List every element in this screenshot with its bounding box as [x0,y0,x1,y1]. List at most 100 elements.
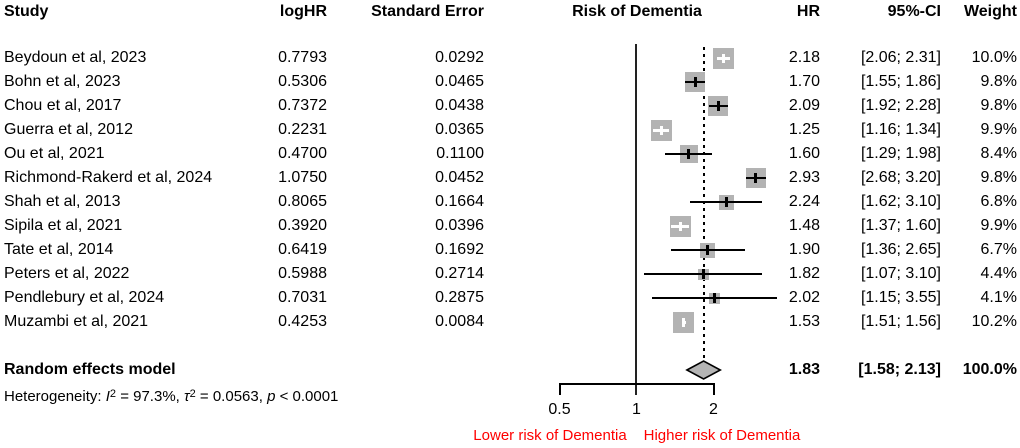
study-label: Chou et al, 2017 [4,97,122,114]
hr-value: 1.53 [788,313,820,330]
point-tick [682,317,686,327]
heterogeneity-part: = 97.3%, [116,388,184,405]
weight-value: 4.1% [980,289,1017,306]
loghr-value: 0.4253 [278,313,327,330]
loghr-value: 0.8065 [278,193,327,210]
weight-value: 9.9% [980,121,1017,138]
study-label: Ou et al, 2021 [4,145,105,162]
point-tick [693,77,697,87]
ci-value: [1.15; 3.55] [860,289,941,306]
hr-value: 2.18 [788,49,820,66]
x-axis-line [558,383,715,385]
ci-value: [1.51; 1.56] [860,313,941,330]
heterogeneity-part: τ [184,388,190,405]
hr-value: 1.90 [788,241,820,258]
se-value: 0.2875 [435,289,484,306]
study-label: Beydoun et al, 2023 [4,49,147,66]
se-value: 0.2714 [435,265,484,282]
point-tick [706,245,710,255]
summary-diamond [685,360,722,380]
study-label: Shah et al, 2013 [4,193,121,210]
hr-value: 1.48 [788,217,820,234]
ci-value: [1.07; 3.10] [860,265,941,282]
x-axis-tick-right [712,383,715,395]
hr-value: 1.60 [788,145,820,162]
weight-value: 6.7% [980,241,1017,258]
x-axis-tick-left [558,383,561,395]
study-label: Sipila et al, 2021 [4,217,123,234]
loghr-value: 0.6419 [278,241,327,258]
summary-hr-value: 1.83 [788,361,820,378]
weight-value: 4.4% [980,265,1017,282]
ci-value: [1.55; 1.86] [860,73,941,90]
point-tick [687,149,691,159]
column-header-study: Study [4,3,49,20]
heterogeneity-part: = 0.0563, [195,388,268,405]
point-tick [678,221,682,231]
ci-value: [2.06; 2.31] [860,49,941,66]
column-header-standard-error: Standard Error [371,3,484,20]
hr-value: 1.70 [788,73,820,90]
hr-value: 2.93 [788,169,820,186]
ci-value: [1.16; 1.34] [860,121,941,138]
column-header-ci: 95%-CI [887,3,941,20]
higher-risk-label: Higher risk of Dementia [643,427,801,444]
point-tick [724,197,728,207]
x-tick-label-1: 1 [632,401,641,418]
se-value: 0.0452 [435,169,484,186]
heterogeneity-part: < 0.0001 [275,388,339,405]
heterogeneity-part: I [105,388,110,405]
se-value: 0.0396 [435,217,484,234]
ci-value: [1.92; 2.28] [860,97,941,114]
study-label: Bohn et al, 2023 [4,73,121,90]
pooled-estimate-dashed-line [702,47,705,360]
lower-risk-label: Lower risk of Dementia [473,427,627,444]
heterogeneity-part: p [267,388,276,405]
study-label: Muzambi et al, 2021 [4,313,149,330]
summary-ci-value: [1.58; 2.13] [858,361,941,378]
hr-value: 1.82 [788,265,820,282]
weight-value: 9.8% [980,73,1017,90]
summary-weight-value: 100.0% [962,361,1017,378]
point-tick [701,269,705,279]
loghr-value: 0.2231 [278,121,327,138]
loghr-value: 0.5988 [278,265,327,282]
point-tick [754,173,758,183]
se-value: 0.0465 [435,73,484,90]
hr-value: 2.24 [788,193,820,210]
heterogeneity-text: Heterogeneity: I2 = 97.3%, τ2 = 0.0563, … [4,384,339,405]
hr-value: 1.25 [788,121,820,138]
ci-value: [1.36; 2.65] [860,241,941,258]
x-tick-label-05: 0.5 [548,401,571,418]
column-header-hr: HR [796,3,820,20]
plot-title: Risk of Dementia [572,3,702,20]
study-label: Peters et al, 2022 [4,265,130,282]
study-label: Richmond-Rakerd et al, 2024 [4,169,213,186]
se-value: 0.1664 [435,193,484,210]
loghr-value: 0.3920 [278,217,327,234]
column-header-loghr: logHR [279,3,327,20]
se-value: 0.0438 [435,97,484,114]
hr-value: 2.02 [788,289,820,306]
loghr-value: 0.7793 [278,49,327,66]
se-value: 0.0365 [435,121,484,138]
heterogeneity-part: Heterogeneity: [4,388,106,405]
point-tick [721,53,725,63]
weight-value: 10.2% [971,313,1017,330]
loghr-value: 1.0750 [278,169,327,186]
ci-value: [1.37; 1.60] [860,217,941,234]
study-label: Tate et al, 2014 [4,241,114,258]
ci-value: [1.62; 3.10] [860,193,941,210]
weight-value: 6.8% [980,193,1017,210]
reference-line [634,44,637,395]
weight-value: 9.8% [980,169,1017,186]
loghr-value: 0.5306 [278,73,327,90]
diamond-shape [685,360,722,380]
se-value: 0.0084 [435,313,484,330]
study-label: Guerra et al, 2012 [4,121,133,138]
point-tick [716,101,720,111]
se-value: 0.1100 [436,145,484,162]
point-tick [713,293,717,303]
summary-label: Random effects model [4,361,176,378]
